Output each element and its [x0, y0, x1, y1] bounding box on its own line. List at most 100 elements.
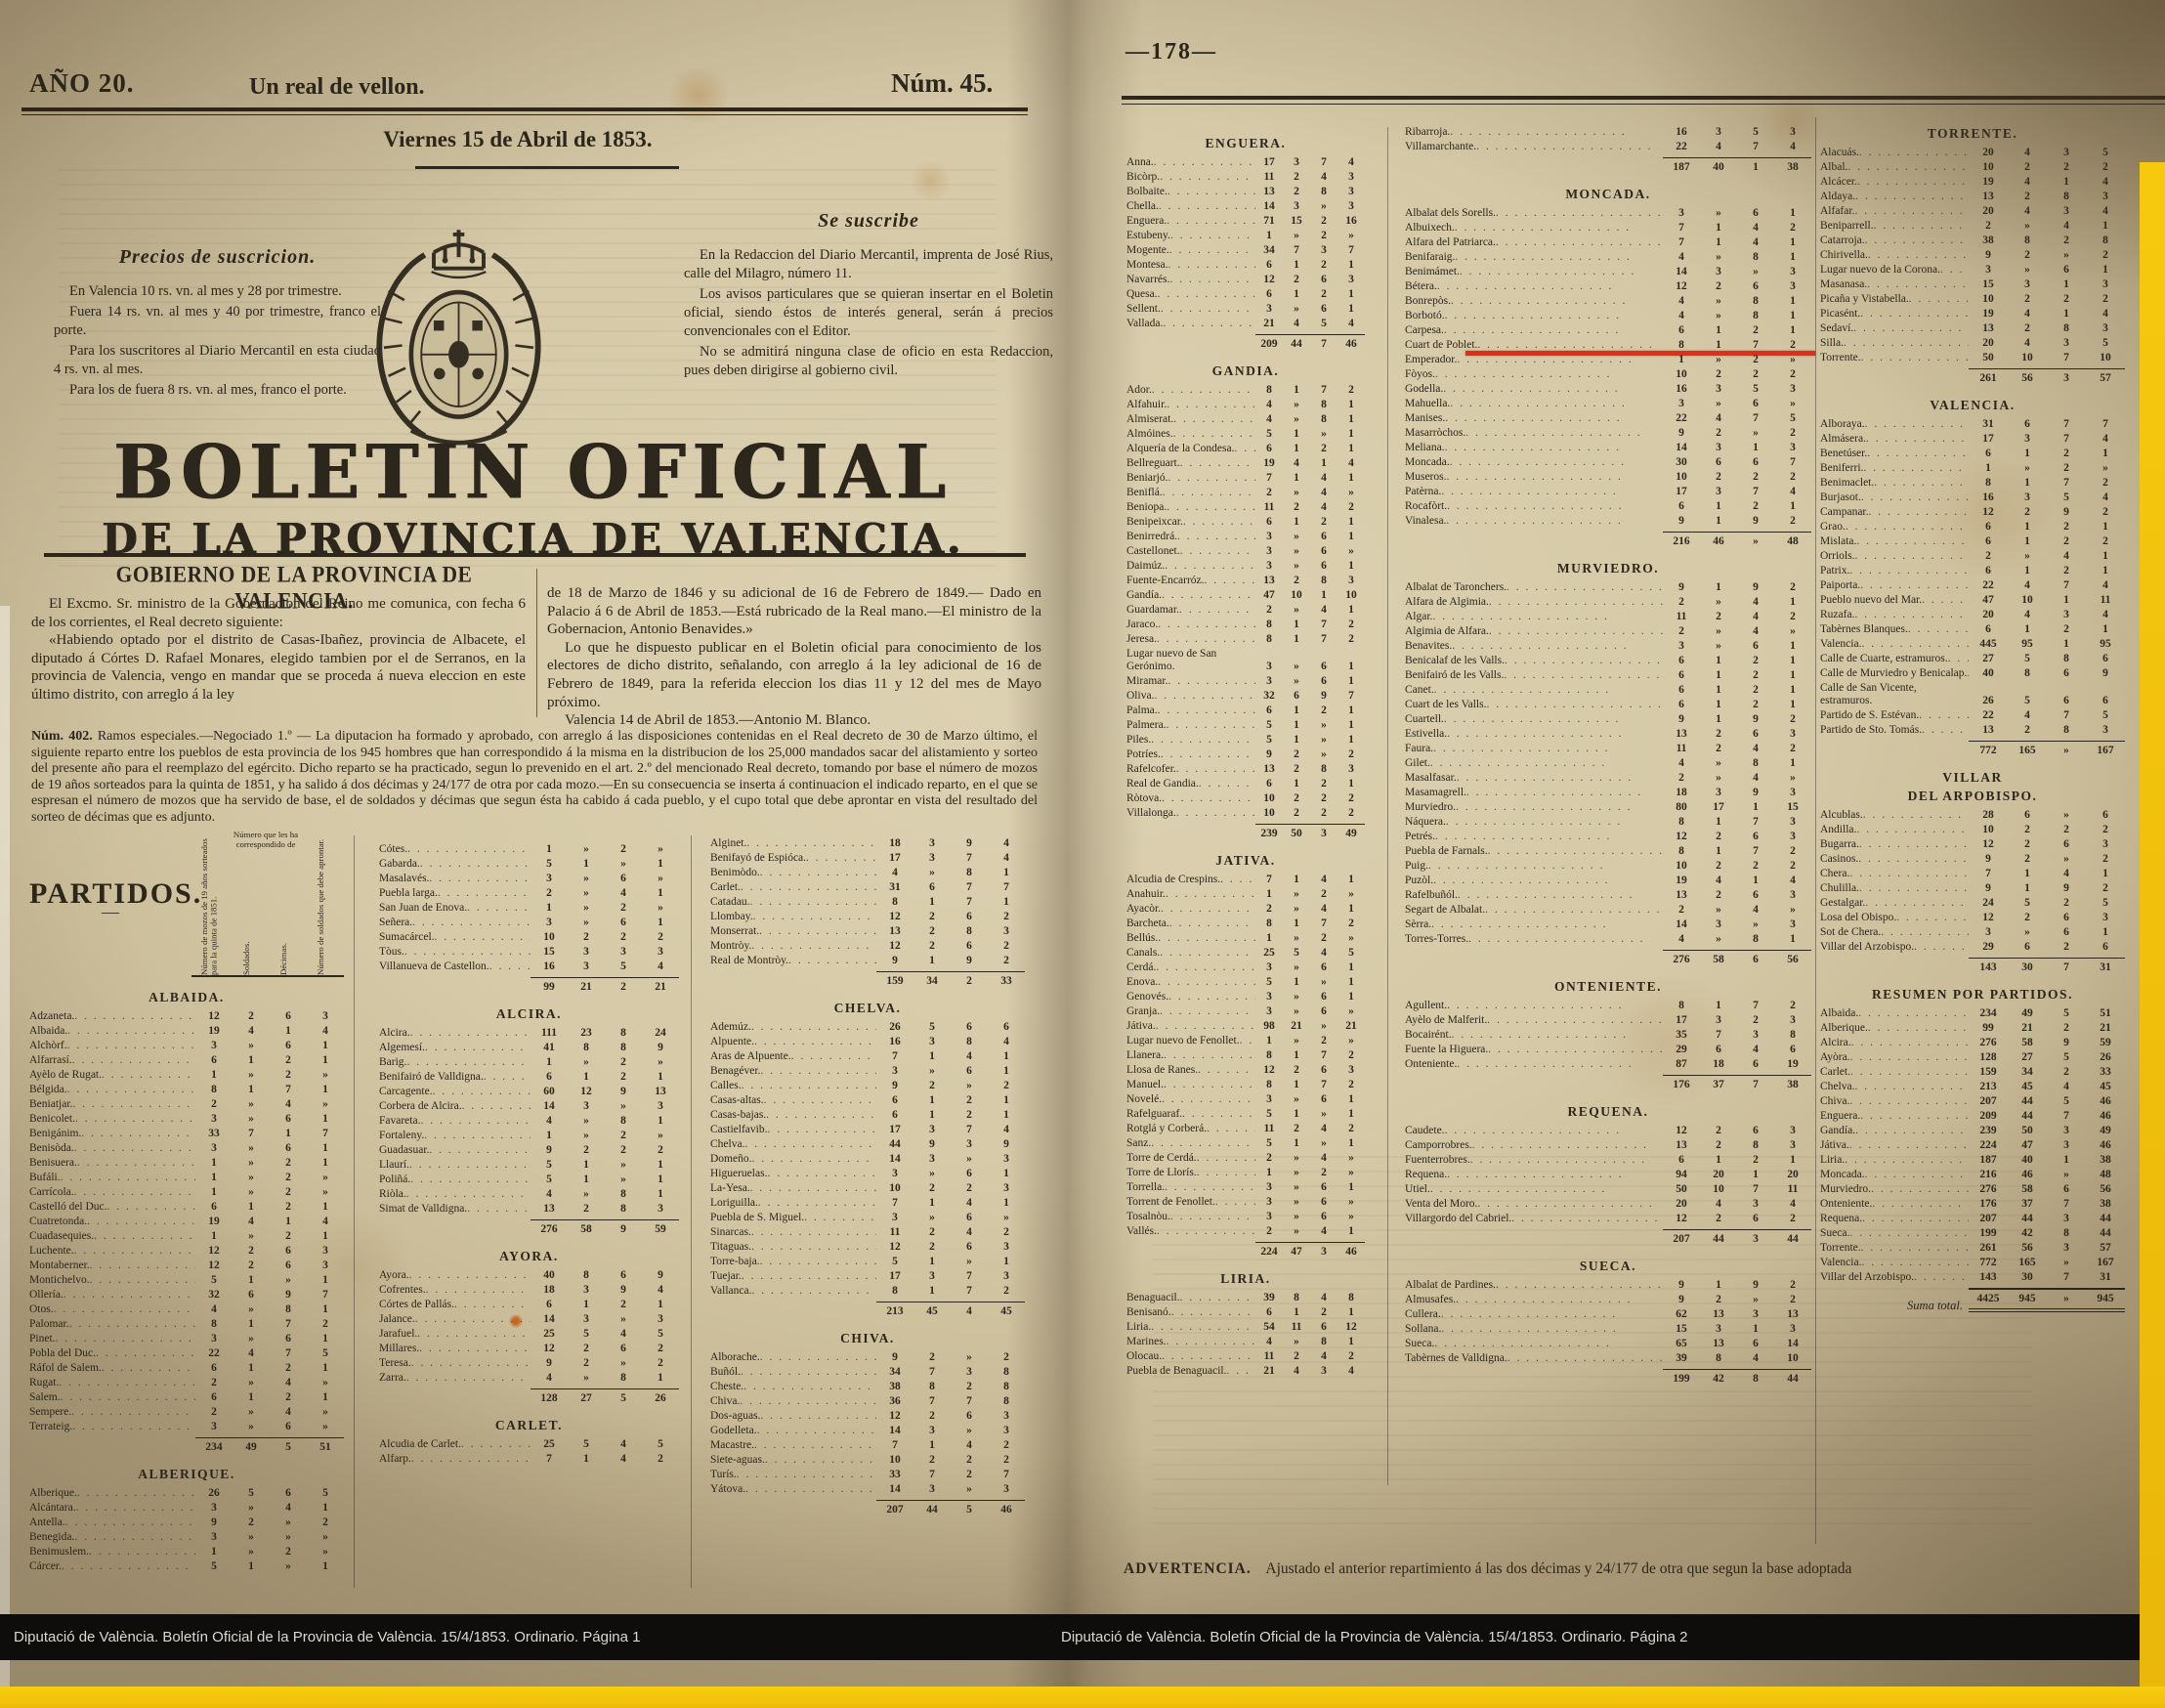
value-cell: 2	[1003, 1439, 1009, 1451]
town-name: Alquería de la Condesa.	[1126, 443, 1235, 454]
town-name: Grao.	[1820, 521, 1846, 533]
value-cell: 1	[1294, 633, 1299, 645]
town-name: Turís.	[710, 1469, 737, 1480]
value-cell: 1	[1348, 675, 1354, 687]
value-cell: 3	[211, 1142, 217, 1154]
total-value-cell: 4	[966, 1305, 972, 1317]
town-name: Bocairént.	[1405, 1029, 1452, 1041]
value-cell: 4	[248, 1347, 254, 1359]
value-cell: 4	[2102, 609, 2108, 620]
table-row: Albalat dels Sorells.3»61	[1405, 206, 1811, 221]
town-name: Utiel.	[1405, 1183, 1430, 1195]
value-cell: 1	[1294, 874, 1299, 885]
value-cell: 1	[1716, 845, 1721, 857]
value-cell: 11	[1263, 1123, 1275, 1134]
town-name: Moncada.	[1405, 456, 1450, 468]
value-cell: 13	[1676, 728, 1687, 740]
value-cell: 9	[1985, 853, 1991, 865]
value-cell: 8	[1753, 933, 1759, 945]
value-cell: 7	[892, 1050, 898, 1062]
dot-leader	[90, 1260, 195, 1272]
town-name: Lugar nuevo de la Corona.	[1820, 264, 1940, 276]
value-cell: 2	[1790, 1279, 1796, 1291]
dot-leader	[1465, 427, 1663, 440]
value-cell: 167	[2097, 1257, 2114, 1268]
dot-leader	[1914, 941, 1969, 954]
value-cell: 4	[1348, 318, 1354, 329]
value-cell: 4	[2024, 579, 2030, 591]
town-name: Alfafar.	[1820, 205, 1855, 217]
value-cell: 11	[1263, 171, 1275, 183]
value-cell: 1	[658, 1372, 663, 1384]
value-cell: 9	[2063, 506, 2069, 518]
dot-leader	[1161, 303, 1255, 316]
value-cell: 6	[966, 1168, 972, 1179]
dot-leader	[1445, 442, 1663, 454]
value-cell: 1	[1294, 288, 1299, 300]
dot-leader	[1158, 932, 1255, 945]
town-name: Benavites.	[1405, 640, 1453, 652]
dot-leader	[1847, 161, 1969, 174]
dot-leader	[1849, 1095, 1969, 1108]
value-cell: 6	[2063, 667, 2069, 679]
town-name: Liria.	[1820, 1154, 1846, 1166]
value-cell: 1	[2063, 176, 2069, 188]
value-cell: 2	[1790, 1000, 1796, 1011]
partidos-title: PARTIDOS.	[29, 877, 203, 910]
dot-leader	[429, 1144, 531, 1157]
value-cell: 1	[1716, 324, 1721, 336]
dot-leader	[1450, 456, 1663, 469]
value-cell: 3	[1321, 244, 1327, 256]
value-cell: 6	[1753, 1125, 1759, 1136]
town-name: Chulilla.	[1820, 882, 1859, 894]
value-cell: 8	[1266, 1049, 1272, 1061]
partido-heading: GANDIA.	[1211, 363, 1280, 378]
value-cell: 6	[892, 1109, 898, 1121]
value-cell: 5	[620, 961, 626, 972]
value-cell: 1	[1266, 932, 1272, 944]
dot-leader	[1444, 324, 1663, 337]
dot-leader	[76, 1502, 195, 1515]
value-cell: 2	[1294, 274, 1299, 285]
value-cell: 2	[1753, 699, 1759, 710]
dot-leader	[61, 1172, 195, 1184]
town-name: Sinarcas.	[710, 1226, 751, 1238]
value-cell: 9	[1678, 713, 1684, 725]
value-cell: 2	[1753, 500, 1759, 512]
value-cell: 2	[1716, 860, 1721, 872]
town-name: Partido de Sto. Tomás.	[1820, 724, 1923, 736]
value-cell: 14	[1676, 266, 1687, 278]
value-cell: 26	[889, 1021, 901, 1033]
value-cell: 2	[1294, 501, 1299, 513]
value-cell: 1	[211, 1069, 217, 1081]
value-cell: 10	[1982, 161, 1994, 173]
value-cell: 3	[583, 1284, 589, 1296]
total-value-cell: 47	[1291, 1246, 1302, 1258]
value-cell: 7	[1321, 918, 1327, 929]
table-row: Enova.51»1	[1126, 975, 1365, 990]
value-cell: 2	[1294, 171, 1299, 183]
value-cell: 165	[2018, 1257, 2036, 1268]
table-row: Benirredrá.3»61	[1126, 530, 1365, 544]
value-cell: 2	[1716, 611, 1721, 622]
prices-paragraph: Para los de fuera 8 rs. vn. al mes, fran…	[69, 382, 347, 398]
body-paragraph: de 18 de Marzo de 1846 y su adicional de…	[547, 585, 1041, 638]
dot-leader	[74, 1186, 195, 1199]
value-cell: 4	[1294, 1365, 1299, 1377]
total-value-cell: 45	[926, 1305, 938, 1317]
dot-leader	[1220, 874, 1255, 886]
value-cell: 2	[658, 1357, 663, 1369]
value-cell: 3	[1294, 156, 1299, 168]
town-name: Rafelcofer.	[1126, 763, 1176, 775]
town-name: Ollería.	[29, 1289, 64, 1301]
value-cell: 3	[583, 946, 589, 958]
coat-of-arms-icon	[376, 230, 541, 446]
